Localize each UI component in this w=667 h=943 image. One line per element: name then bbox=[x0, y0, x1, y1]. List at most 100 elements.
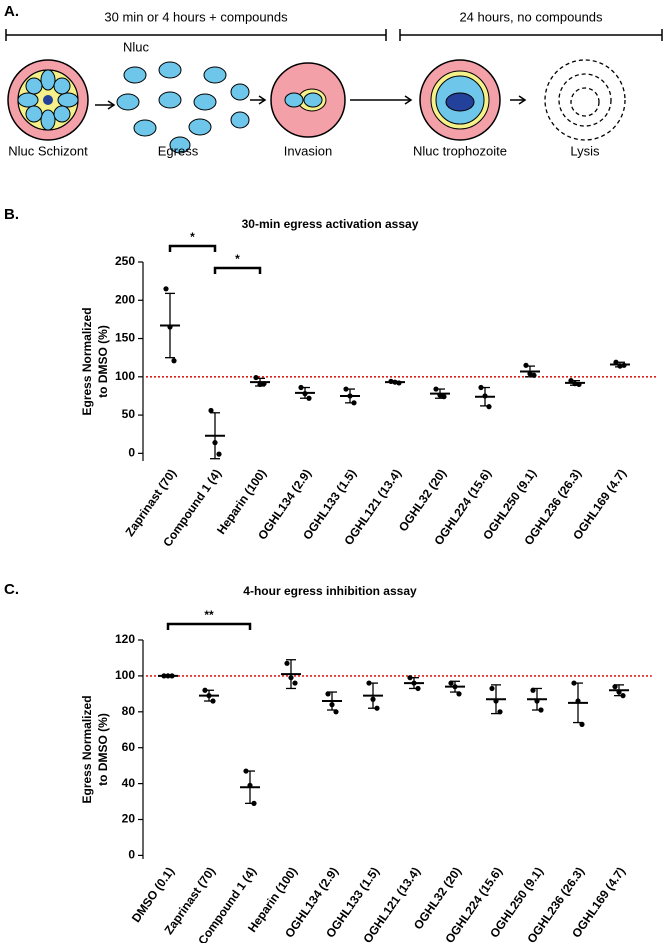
step-label: Lysis bbox=[570, 143, 600, 158]
data-point bbox=[216, 451, 222, 457]
data-point bbox=[284, 660, 290, 666]
step-label: Nluc Schizont bbox=[8, 143, 88, 158]
data-point bbox=[617, 363, 623, 369]
data-point bbox=[163, 286, 169, 292]
data-point bbox=[325, 691, 331, 697]
data-point bbox=[489, 685, 495, 692]
data-point bbox=[486, 404, 492, 410]
nluc-label: Nluc bbox=[123, 39, 150, 54]
data-point bbox=[167, 324, 173, 330]
y-axis-label: to DMSO (%) bbox=[96, 325, 110, 398]
y-tick-label: 100 bbox=[115, 369, 135, 383]
data-point bbox=[302, 391, 308, 397]
y-tick-label: 80 bbox=[122, 704, 136, 718]
y-tick-label: 120 bbox=[115, 632, 135, 646]
data-point bbox=[572, 381, 578, 387]
y-tick-label: 250 bbox=[115, 254, 135, 268]
data-point bbox=[415, 685, 421, 692]
data-point bbox=[251, 800, 257, 806]
step-label: Invasion bbox=[284, 143, 332, 158]
data-point bbox=[407, 675, 413, 681]
significance-bracket bbox=[213, 266, 262, 274]
y-tick-label: 150 bbox=[115, 331, 135, 345]
significance-bracket bbox=[166, 622, 252, 630]
data-point bbox=[530, 687, 536, 693]
data-point bbox=[306, 395, 312, 401]
data-point bbox=[333, 709, 339, 715]
data-point bbox=[396, 380, 402, 386]
data-point bbox=[534, 698, 540, 704]
x-tick-label: OGHL32 (20) bbox=[396, 467, 449, 535]
y-tick-label: 40 bbox=[122, 776, 136, 790]
chart-title: 4-hour egress inhibition assay bbox=[243, 584, 417, 598]
data-point bbox=[575, 698, 581, 704]
data-point bbox=[448, 680, 454, 686]
y-tick-label: 0 bbox=[128, 848, 135, 862]
data-point bbox=[452, 684, 458, 690]
significance-label: * bbox=[190, 230, 195, 244]
significance-label: ** bbox=[204, 608, 214, 622]
data-point bbox=[208, 407, 214, 414]
data-point bbox=[568, 378, 574, 384]
data-point bbox=[411, 680, 417, 686]
data-point bbox=[329, 702, 335, 708]
timeline bbox=[5, 29, 663, 41]
data-point bbox=[374, 705, 380, 711]
data-point bbox=[621, 362, 627, 368]
significance-bracket bbox=[168, 244, 217, 252]
data-point bbox=[161, 673, 167, 679]
merozoites bbox=[116, 61, 250, 154]
data-point bbox=[298, 384, 304, 391]
data-point bbox=[523, 362, 529, 368]
data-point bbox=[576, 381, 582, 388]
y-axis-label: to DMSO (%) bbox=[96, 713, 110, 786]
lysis-icon bbox=[544, 59, 626, 141]
y-tick-label: 50 bbox=[122, 407, 136, 421]
data-point bbox=[571, 680, 577, 686]
data-point bbox=[257, 381, 263, 388]
data-point bbox=[482, 393, 488, 399]
schizont-icon bbox=[7, 59, 89, 141]
step-label: Egress bbox=[158, 143, 199, 158]
data-point bbox=[343, 386, 349, 392]
data-point bbox=[169, 673, 175, 679]
data-point bbox=[437, 392, 443, 398]
data-point bbox=[392, 379, 398, 385]
data-point bbox=[613, 359, 619, 365]
y-tick-label: 0 bbox=[128, 446, 135, 460]
y-tick-label: 60 bbox=[122, 740, 136, 754]
y-tick-label: 200 bbox=[115, 292, 135, 306]
data-point bbox=[288, 675, 294, 681]
data-point bbox=[388, 378, 394, 384]
data-point bbox=[497, 709, 503, 715]
data-point bbox=[433, 386, 439, 392]
data-point bbox=[347, 393, 353, 399]
data-point bbox=[538, 707, 544, 713]
data-point bbox=[612, 684, 618, 690]
chart-title: 30-min egress activation assay bbox=[242, 217, 419, 231]
data-point bbox=[206, 693, 212, 699]
y-tick-label: 20 bbox=[122, 812, 136, 826]
data-point bbox=[616, 689, 622, 695]
bracket-label: 24 hours, no compounds bbox=[459, 9, 603, 24]
data-point bbox=[620, 693, 626, 699]
trophozoite-icon bbox=[419, 59, 501, 141]
panel-label: B. bbox=[4, 206, 19, 223]
y-axis-label: Egress Normalized bbox=[80, 695, 94, 803]
data-point bbox=[456, 691, 462, 697]
bracket-label: 30 min or 4 hours + compounds bbox=[104, 9, 288, 24]
step-label: Nluc trophozoite bbox=[413, 143, 507, 158]
data-point bbox=[292, 680, 298, 686]
panel-label: A. bbox=[4, 3, 19, 20]
y-axis-label: Egress Normalized bbox=[80, 307, 94, 415]
y-tick-label: 100 bbox=[115, 668, 135, 682]
data-point bbox=[165, 673, 171, 679]
data-point bbox=[493, 698, 499, 704]
data-point bbox=[212, 440, 218, 446]
data-point bbox=[243, 768, 249, 774]
data-point bbox=[171, 358, 177, 364]
arrows bbox=[95, 95, 527, 110]
panel-label: C. bbox=[4, 581, 19, 598]
